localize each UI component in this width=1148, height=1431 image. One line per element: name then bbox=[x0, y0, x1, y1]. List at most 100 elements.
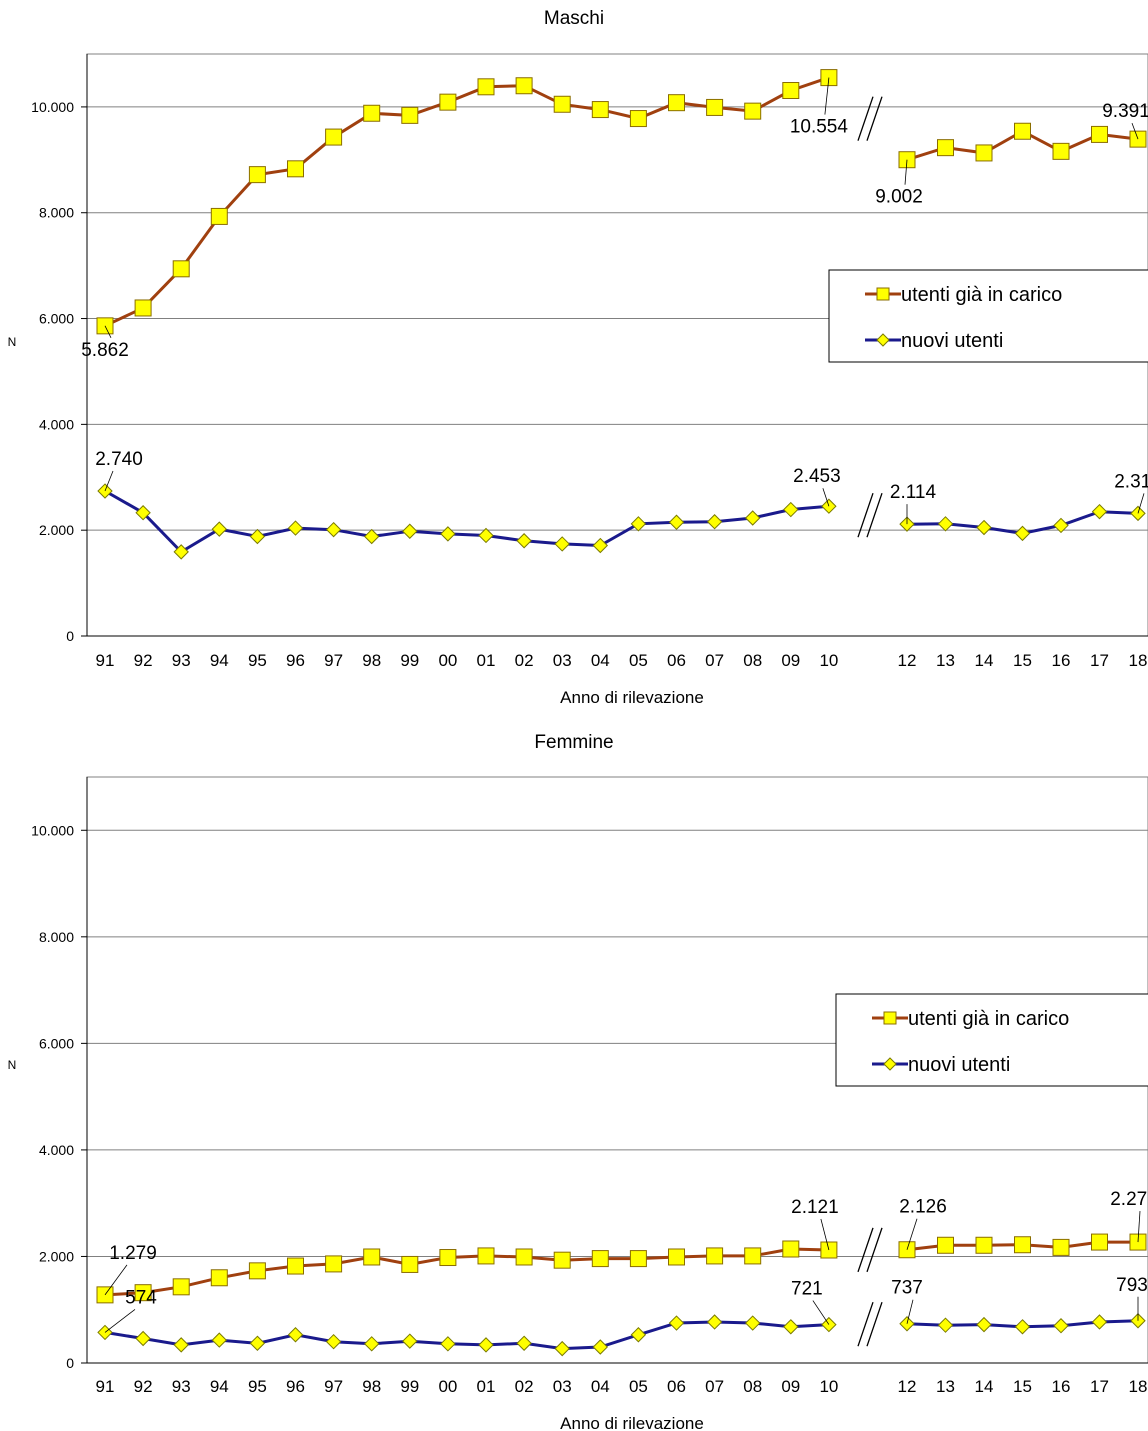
data-point-square bbox=[210, 1269, 228, 1287]
data-label: 1.279 bbox=[109, 1243, 157, 1264]
data-label-leader bbox=[104, 470, 114, 492]
data-point-square bbox=[553, 1251, 571, 1269]
data-point-diamond bbox=[976, 1316, 992, 1333]
data-label-leader bbox=[812, 1300, 830, 1325]
data-label-leader bbox=[104, 325, 112, 339]
data-point-diamond bbox=[706, 1314, 723, 1330]
x-tick-label: 06 bbox=[667, 1377, 686, 1396]
data-point-diamond bbox=[592, 537, 609, 554]
data-point-diamond bbox=[325, 1333, 342, 1350]
data-label-leader bbox=[1131, 122, 1139, 140]
x-tick-label: 98 bbox=[362, 1377, 381, 1396]
data-label: 10.554 bbox=[790, 117, 849, 138]
x-tick-label: 92 bbox=[134, 1377, 153, 1396]
data-point-square bbox=[553, 95, 571, 113]
data-point-diamond bbox=[173, 544, 189, 560]
data-point-square bbox=[401, 1255, 419, 1273]
x-tick-label: 99 bbox=[400, 1377, 419, 1396]
x-tick-label: 17 bbox=[1090, 651, 1109, 670]
data-label-leader bbox=[904, 159, 908, 185]
axis-break-mark bbox=[857, 1227, 874, 1273]
y-axis-label: N bbox=[8, 335, 17, 349]
x-tick-label: 14 bbox=[975, 651, 994, 670]
axis-break-mark bbox=[866, 96, 883, 141]
data-point-square bbox=[975, 144, 993, 162]
data-point-diamond bbox=[630, 1327, 647, 1343]
data-point-diamond bbox=[402, 1333, 418, 1349]
data-point-square bbox=[325, 128, 343, 146]
x-tick-label: 15 bbox=[1013, 1377, 1032, 1396]
x-tick-label: 08 bbox=[743, 1377, 762, 1396]
chart-title: Maschi bbox=[544, 8, 604, 29]
x-tick-label: 95 bbox=[248, 1377, 267, 1396]
legend-swatch-marker bbox=[876, 333, 890, 347]
y-tick-label: 6.000 bbox=[39, 311, 74, 327]
chart-title: Femmine bbox=[534, 732, 613, 753]
x-tick-label: 06 bbox=[667, 651, 686, 670]
data-point-diamond bbox=[554, 536, 570, 552]
x-tick-label: 00 bbox=[438, 651, 457, 670]
x-tick-label: 13 bbox=[936, 651, 955, 670]
data-point-diamond bbox=[1091, 1314, 1108, 1330]
axis-break-mark bbox=[857, 492, 874, 538]
x-tick-label: 13 bbox=[936, 1377, 955, 1396]
y-tick-label: 10.000 bbox=[31, 822, 74, 838]
data-point-diamond bbox=[211, 1332, 228, 1348]
x-tick-label: 00 bbox=[438, 1377, 457, 1396]
axis-break-mark bbox=[866, 492, 883, 538]
legend-label: nuovi utenti bbox=[901, 330, 1003, 352]
data-point-square bbox=[172, 1278, 190, 1296]
y-tick-label: 6.000 bbox=[39, 1035, 74, 1051]
data-point-diamond bbox=[1014, 525, 1031, 542]
data-point-diamond bbox=[668, 514, 685, 530]
data-point-diamond bbox=[937, 1317, 954, 1333]
data-point-square bbox=[363, 1248, 381, 1266]
y-tick-label: 10.000 bbox=[31, 99, 74, 115]
data-point-square bbox=[937, 1236, 954, 1254]
data-point-diamond bbox=[440, 1336, 456, 1352]
axis-break-mark bbox=[866, 1227, 883, 1273]
data-point-square bbox=[1052, 142, 1070, 160]
data-point-square bbox=[134, 299, 152, 317]
x-tick-label: 08 bbox=[743, 651, 762, 670]
legend-label: nuovi utenti bbox=[908, 1054, 1010, 1076]
data-point-square bbox=[744, 1247, 762, 1265]
data-label-leader bbox=[824, 77, 830, 115]
legend-swatch-marker bbox=[883, 1011, 897, 1025]
data-label: 9.391 bbox=[1102, 101, 1148, 122]
data-label-leader bbox=[1137, 493, 1145, 514]
data-label: 2.740 bbox=[95, 449, 143, 470]
x-tick-label: 03 bbox=[553, 651, 572, 670]
data-point-diamond bbox=[592, 1339, 609, 1355]
data-point-diamond bbox=[1014, 1319, 1031, 1335]
data-label: 793 bbox=[1116, 1275, 1148, 1296]
x-tick-label: 97 bbox=[324, 651, 343, 670]
data-point-diamond bbox=[1053, 1318, 1069, 1334]
data-point-square bbox=[287, 160, 304, 178]
data-point-square bbox=[782, 82, 800, 100]
data-label: 5.862 bbox=[81, 340, 129, 361]
data-label-leader bbox=[822, 488, 830, 507]
x-tick-label: 18 bbox=[1129, 651, 1148, 670]
data-point-diamond bbox=[516, 1335, 532, 1351]
legend-label: utenti già in carico bbox=[901, 284, 1062, 306]
data-point-square bbox=[248, 1262, 266, 1280]
data-label: 2.270 bbox=[1110, 1189, 1148, 1210]
y-tick-label: 4.000 bbox=[39, 416, 74, 432]
data-point-diamond bbox=[287, 1327, 304, 1343]
data-point-diamond bbox=[516, 533, 532, 549]
x-tick-label: 09 bbox=[781, 651, 800, 670]
data-point-square bbox=[937, 139, 954, 157]
data-label: 574 bbox=[125, 1287, 157, 1308]
data-point-diamond bbox=[173, 1337, 189, 1353]
y-tick-label: 0 bbox=[66, 1355, 74, 1371]
x-tick-label: 10 bbox=[819, 651, 838, 670]
x-tick-label: 01 bbox=[477, 651, 496, 670]
data-point-diamond bbox=[478, 527, 494, 544]
data-point-diamond bbox=[325, 521, 342, 538]
data-point-square bbox=[1014, 1236, 1031, 1254]
x-axis-label: Anno di rilevazione bbox=[560, 688, 704, 707]
x-axis-label: Anno di rilevazione bbox=[560, 1414, 704, 1431]
data-point-square bbox=[477, 78, 495, 96]
data-point-square bbox=[439, 93, 457, 111]
